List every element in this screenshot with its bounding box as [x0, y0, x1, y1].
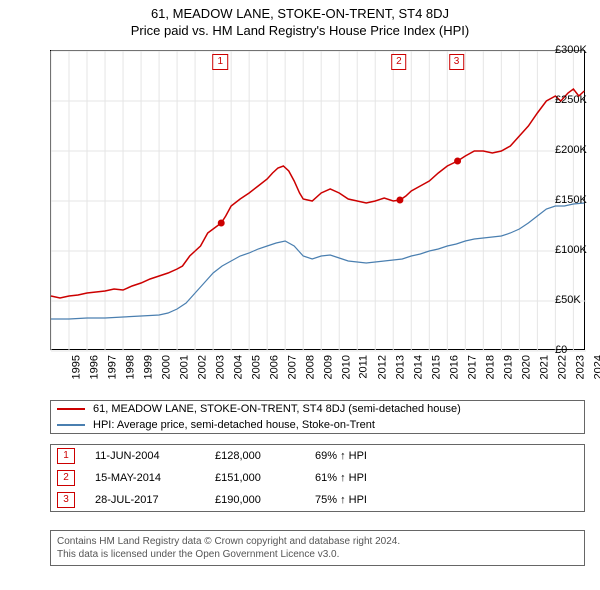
x-tick-label: 2011 — [358, 355, 370, 379]
marker-label: 3 — [449, 54, 465, 70]
x-tick-label: 2010 — [341, 355, 353, 379]
x-tick-label: 2001 — [179, 355, 191, 379]
x-tick-label: 1999 — [143, 355, 155, 379]
license-line-2: This data is licensed under the Open Gov… — [57, 548, 578, 561]
table-row: 3 28-JUL-2017£190,00075% ↑ HPI — [51, 489, 584, 511]
x-tick-label: 2021 — [539, 355, 551, 379]
legend-row: HPI: Average price, semi-detached house,… — [51, 417, 584, 433]
x-tick-label: 2013 — [395, 355, 407, 379]
legend-label: HPI: Average price, semi-detached house,… — [93, 419, 375, 431]
legend-label: 61, MEADOW LANE, STOKE-ON-TRENT, ST4 8DJ… — [93, 403, 461, 415]
marker-label: 2 — [391, 54, 407, 70]
x-tick-label: 2017 — [467, 355, 479, 379]
x-tick-label: 2008 — [305, 355, 317, 379]
table-date: 15-MAY-2014 — [95, 472, 215, 484]
y-tick-label: £100K — [555, 244, 600, 256]
x-tick-label: 2006 — [269, 355, 281, 379]
x-tick-label: 2004 — [233, 355, 245, 379]
x-tick-label: 2019 — [503, 355, 515, 379]
legend: 61, MEADOW LANE, STOKE-ON-TRENT, ST4 8DJ… — [50, 400, 585, 434]
plot-area — [50, 50, 585, 350]
x-tick-label: 1998 — [125, 355, 137, 379]
table-date: 28-JUL-2017 — [95, 494, 215, 506]
table-date: 11-JUN-2004 — [95, 450, 215, 462]
x-tick-label: 2005 — [251, 355, 263, 379]
license-box: Contains HM Land Registry data © Crown c… — [50, 530, 585, 566]
y-tick-label: £50K — [555, 294, 600, 306]
table-marker: 3 — [57, 492, 75, 508]
x-tick-label: 2014 — [413, 355, 425, 379]
x-tick-label: 2024 — [593, 355, 600, 379]
x-tick-label: 2016 — [449, 355, 461, 379]
table-pct: 75% ↑ HPI — [315, 494, 435, 506]
x-tick-label: 2022 — [557, 355, 569, 379]
y-tick-label: £250K — [555, 94, 600, 106]
x-tick-label: 2002 — [197, 355, 209, 379]
price-table: 1 11-JUN-2004£128,00069% ↑ HPI 2 15-MAY-201… — [50, 444, 585, 512]
x-tick-label: 2023 — [575, 355, 587, 379]
plot-svg — [51, 51, 584, 349]
x-tick-label: 2018 — [485, 355, 497, 379]
chart-title: 61, MEADOW LANE, STOKE-ON-TRENT, ST4 8DJ — [0, 0, 600, 21]
table-pct: 69% ↑ HPI — [315, 450, 435, 462]
y-tick-label: £200K — [555, 144, 600, 156]
x-tick-label: 1995 — [70, 355, 82, 379]
x-tick-label: 2020 — [521, 355, 533, 379]
marker-label: 1 — [212, 54, 228, 70]
x-tick-label: 2015 — [431, 355, 443, 379]
table-marker: 1 — [57, 448, 75, 464]
license-line-1: Contains HM Land Registry data © Crown c… — [57, 535, 578, 548]
y-tick-label: £150K — [555, 194, 600, 206]
x-tick-label: 2012 — [377, 355, 389, 379]
x-tick-label: 2003 — [215, 355, 227, 379]
table-row: 1 11-JUN-2004£128,00069% ↑ HPI — [51, 445, 584, 467]
legend-row: 61, MEADOW LANE, STOKE-ON-TRENT, ST4 8DJ… — [51, 401, 584, 417]
table-row: 2 15-MAY-2014£151,00061% ↑ HPI — [51, 467, 584, 489]
x-tick-label: 1997 — [107, 355, 119, 379]
legend-swatch — [57, 408, 85, 410]
table-price: £128,000 — [215, 450, 315, 462]
table-price: £190,000 — [215, 494, 315, 506]
chart-subtitle: Price paid vs. HM Land Registry's House … — [0, 21, 600, 42]
table-pct: 61% ↑ HPI — [315, 472, 435, 484]
legend-swatch — [57, 424, 85, 426]
table-price: £151,000 — [215, 472, 315, 484]
chart-container: 61, MEADOW LANE, STOKE-ON-TRENT, ST4 8DJ… — [0, 0, 600, 590]
table-marker: 2 — [57, 470, 75, 486]
x-tick-label: 2009 — [323, 355, 335, 379]
y-tick-label: £300K — [555, 44, 600, 56]
x-tick-label: 1996 — [88, 355, 100, 379]
x-tick-label: 2000 — [161, 355, 173, 379]
x-tick-label: 2007 — [287, 355, 299, 379]
